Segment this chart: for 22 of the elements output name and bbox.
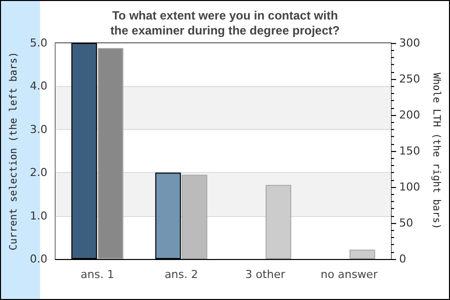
y-tick-label: 0.0 — [30, 252, 48, 266]
bar — [266, 184, 292, 259]
y-axis-title: Current selection (the left bars) — [8, 52, 20, 250]
y2-axis-title: Whole LTH (the right bars) — [430, 72, 442, 230]
bar — [350, 250, 376, 259]
y2-tick-label: 100 — [399, 180, 420, 194]
x-tick-label: no answer — [320, 268, 378, 281]
y2-tick-label: 0 — [399, 252, 406, 266]
y-tick-label: 3.0 — [30, 122, 48, 136]
y-tick-label: 2.0 — [30, 166, 48, 180]
y2-tick-label: 250 — [399, 72, 420, 86]
y-tick-label: 5.0 — [30, 36, 48, 50]
y2-tick-label: 50 — [399, 216, 414, 230]
x-tick-label: 3 other — [245, 268, 286, 281]
y2-tick-label: 150 — [399, 144, 420, 158]
y-tick-label: 4.0 — [30, 80, 48, 93]
chart-title: To what extent were you in contact with the examiner during the degree project? — [110, 8, 340, 38]
y-tick-label: 1.0 — [30, 209, 48, 222]
x-tick-label: ans. 1 — [80, 268, 114, 281]
y2-tick-label: 300 — [399, 36, 420, 50]
y2-tick-label: 200 — [399, 108, 420, 122]
x-tick-label: ans. 2 — [164, 268, 198, 281]
